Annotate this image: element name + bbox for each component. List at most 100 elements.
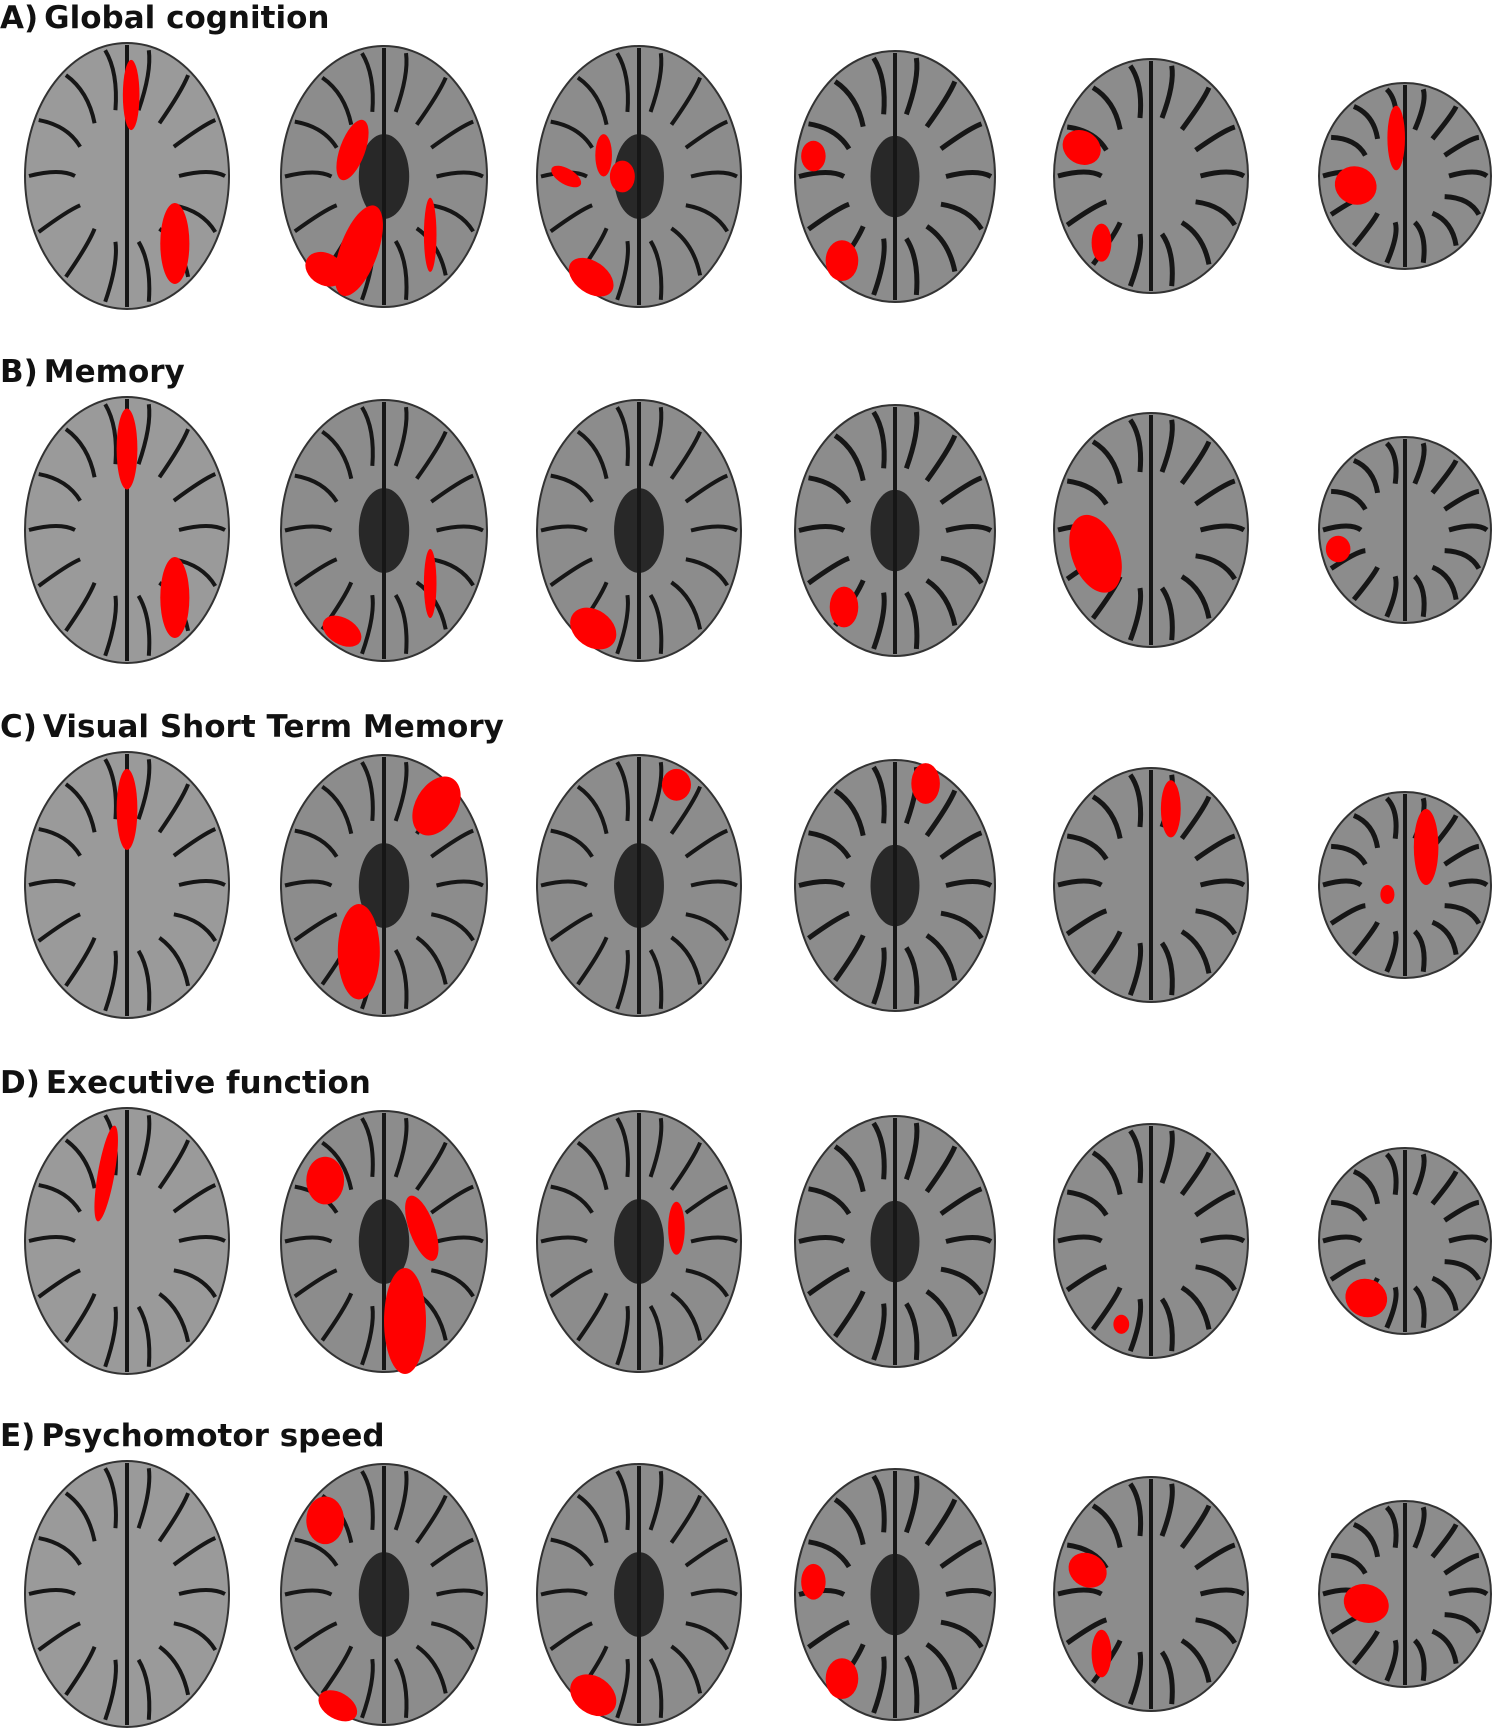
sulcus xyxy=(294,473,339,503)
sulcus xyxy=(28,524,76,532)
brain-slice xyxy=(280,1109,488,1374)
sulcus xyxy=(178,1588,226,1596)
sulcus xyxy=(1159,1297,1175,1352)
sulcus xyxy=(648,948,664,1009)
sulcus xyxy=(615,949,630,1009)
sulcus xyxy=(798,1234,846,1244)
significant-cluster xyxy=(1160,780,1181,838)
sulcus xyxy=(1448,169,1489,179)
sulcus xyxy=(1066,833,1109,861)
sulcus xyxy=(669,1141,702,1191)
sulcus xyxy=(1448,878,1489,888)
sulcus xyxy=(1091,794,1123,839)
sulcus xyxy=(648,1117,664,1178)
sulcus xyxy=(157,783,190,834)
panel-title: Memory xyxy=(43,354,185,390)
sulcus xyxy=(808,1538,852,1568)
sulcus xyxy=(615,594,630,654)
sulcus xyxy=(1194,833,1236,862)
sulcus xyxy=(360,405,375,466)
sulcus xyxy=(939,829,983,860)
brain-slice xyxy=(794,758,996,1012)
sulcus xyxy=(1384,1639,1399,1682)
sulcus xyxy=(393,948,409,1009)
sulcus xyxy=(103,595,118,657)
significant-cluster xyxy=(911,762,940,804)
sulcus xyxy=(294,119,339,149)
sulcus xyxy=(1194,1189,1236,1218)
sulcus xyxy=(903,411,920,469)
brain-slice xyxy=(1053,767,1249,1003)
sulcus xyxy=(64,582,97,632)
ventricle xyxy=(870,844,920,926)
sulcus xyxy=(1412,574,1427,618)
brain-slice xyxy=(24,1107,230,1375)
sulcus xyxy=(550,828,594,858)
sulcus xyxy=(1330,1552,1368,1575)
sulcus xyxy=(685,202,730,232)
sulcus xyxy=(1329,1259,1366,1282)
sulcus xyxy=(1159,1130,1175,1184)
sulcus xyxy=(136,240,152,302)
sulcus xyxy=(1091,1150,1123,1195)
sulcus xyxy=(833,933,866,982)
panel-title: Executive function xyxy=(45,1065,371,1101)
sulcus xyxy=(136,594,152,656)
sulcus xyxy=(1091,1503,1123,1548)
sulcus xyxy=(684,1184,729,1214)
sulcus xyxy=(1443,134,1480,158)
sulcus xyxy=(939,1185,983,1216)
sulcus xyxy=(576,1493,609,1543)
sulcus xyxy=(38,827,82,857)
sulcus xyxy=(393,593,409,654)
sulcus xyxy=(430,1184,474,1214)
significant-cluster xyxy=(1069,514,1122,593)
sulcus xyxy=(1430,105,1459,141)
sulcus xyxy=(436,1588,484,1596)
sulcus xyxy=(925,223,958,272)
sulcus xyxy=(1444,903,1482,925)
significant-cluster xyxy=(160,203,190,284)
sulcus xyxy=(939,120,983,151)
sulcus xyxy=(1412,88,1427,131)
sulcus xyxy=(549,1620,593,1651)
significant-cluster xyxy=(1068,1552,1107,1588)
sulcus xyxy=(64,228,97,278)
significant-cluster xyxy=(825,239,859,281)
sulcus xyxy=(615,760,630,821)
sulcus xyxy=(808,120,852,150)
sulcus xyxy=(1057,1234,1103,1244)
sulcus xyxy=(685,1267,730,1297)
sulcus xyxy=(393,761,409,822)
panel-label: E) Psychomotor speed xyxy=(0,1418,385,1454)
sulcus xyxy=(64,1646,97,1696)
sulcus xyxy=(798,523,846,533)
sulcus xyxy=(648,593,664,654)
sulcus xyxy=(925,1641,958,1690)
sulcus xyxy=(1351,920,1380,957)
sulcus xyxy=(38,1183,82,1213)
significant-cluster xyxy=(568,257,614,297)
sulcus xyxy=(871,1302,887,1361)
sulcus xyxy=(320,1645,354,1695)
sulcus xyxy=(808,829,852,859)
sulcus xyxy=(669,76,702,126)
sulcus xyxy=(430,473,474,503)
sulcus xyxy=(103,758,118,820)
ventricle xyxy=(358,1198,410,1284)
significant-cluster xyxy=(1091,223,1112,262)
sulcus xyxy=(684,828,729,858)
sulcus xyxy=(393,1657,409,1718)
sulcus xyxy=(360,1116,375,1177)
sulcus xyxy=(808,474,852,504)
sulcus xyxy=(28,1588,76,1596)
sulcus xyxy=(1430,1170,1459,1206)
significant-cluster xyxy=(305,251,346,287)
sulcus xyxy=(321,75,354,125)
ventricle xyxy=(358,842,410,928)
sulcus xyxy=(549,1267,593,1298)
sulcus xyxy=(321,784,354,834)
significant-cluster xyxy=(801,140,826,171)
sulcus xyxy=(1351,565,1380,602)
sulcus xyxy=(1384,221,1399,264)
